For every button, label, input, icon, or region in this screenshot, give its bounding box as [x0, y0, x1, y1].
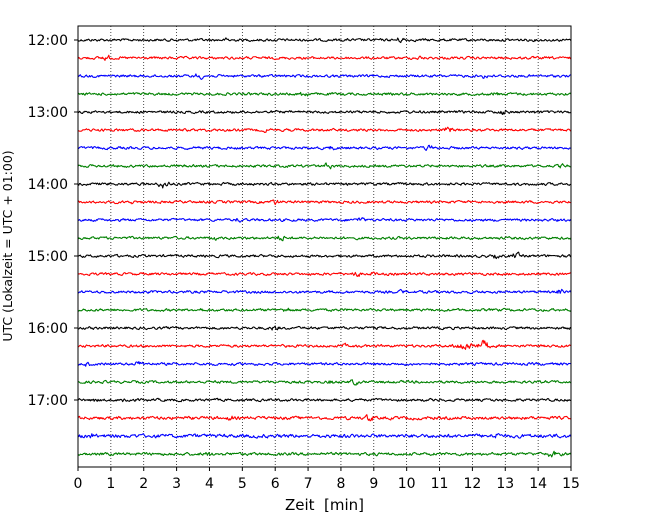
x-tick-label-6: 6 — [271, 476, 280, 492]
x-tick-label-1: 1 — [106, 476, 115, 492]
plot-frame — [77, 25, 572, 468]
trace-1330 — [77, 144, 572, 151]
x-tick-label-5: 5 — [238, 476, 247, 492]
y-axis-ticks: 12:00 13:00 14:00 15:00 16:00 17:00 — [28, 33, 78, 409]
y-tick-label-3: 15:00 — [28, 249, 68, 265]
trace-1630 — [77, 361, 572, 367]
x-tick-label-12: 12 — [463, 476, 481, 492]
trace-1215 — [77, 54, 572, 61]
seismic-traces — [77, 37, 572, 458]
x-axis-label: Zeit [min] — [285, 496, 364, 514]
trace-1300 — [77, 109, 572, 115]
y-axis-label: UTC (Lokalzeit = UTC + 01:00) — [0, 150, 15, 341]
x-axis-ticks: 0 1 2 3 4 5 6 7 8 9 10 11 12 13 14 15 — [74, 467, 580, 492]
trace-1545 — [77, 307, 572, 312]
x-tick-label-10: 10 — [398, 476, 416, 492]
x-tick-label-3: 3 — [172, 476, 181, 492]
trace-1645 — [77, 379, 572, 386]
trace-1445 — [77, 235, 572, 242]
x-tick-label-7: 7 — [304, 476, 313, 492]
trace-1715 — [77, 414, 572, 422]
trace-1245 — [77, 91, 572, 97]
x-tick-label-0: 0 — [74, 476, 83, 492]
trace-1730 — [77, 433, 572, 439]
trace-1200 — [77, 37, 572, 44]
trace-1430 — [77, 217, 572, 223]
x-tick-label-11: 11 — [431, 476, 449, 492]
y-tick-label-5: 17:00 — [28, 393, 68, 409]
y-tick-label-4: 16:00 — [28, 321, 68, 337]
trace-1600 — [77, 325, 572, 331]
x-tick-label-2: 2 — [139, 476, 148, 492]
x-tick-label-9: 9 — [369, 476, 378, 492]
trace-1500 — [77, 251, 572, 260]
trace-1700 — [77, 397, 572, 403]
y-tick-label-1: 13:00 — [28, 105, 68, 121]
trace-1315 — [77, 126, 572, 133]
x-tick-label-8: 8 — [336, 476, 345, 492]
x-tick-label-14: 14 — [529, 476, 547, 492]
x-tick-label-13: 13 — [496, 476, 514, 492]
trace-1400 — [77, 181, 572, 189]
trace-1530 — [77, 288, 572, 295]
trace-1345 — [77, 162, 572, 170]
x-tick-label-4: 4 — [205, 476, 214, 492]
trace-1745 — [77, 450, 572, 458]
y-tick-label-2: 14:00 — [28, 177, 68, 193]
trace-1230 — [77, 73, 572, 80]
trace-1515 — [77, 271, 572, 277]
trace-1415 — [77, 199, 572, 206]
y-tick-label-0: 12:00 — [28, 33, 68, 49]
trace-1615 — [77, 339, 572, 350]
x-tick-label-15: 15 — [562, 476, 580, 492]
